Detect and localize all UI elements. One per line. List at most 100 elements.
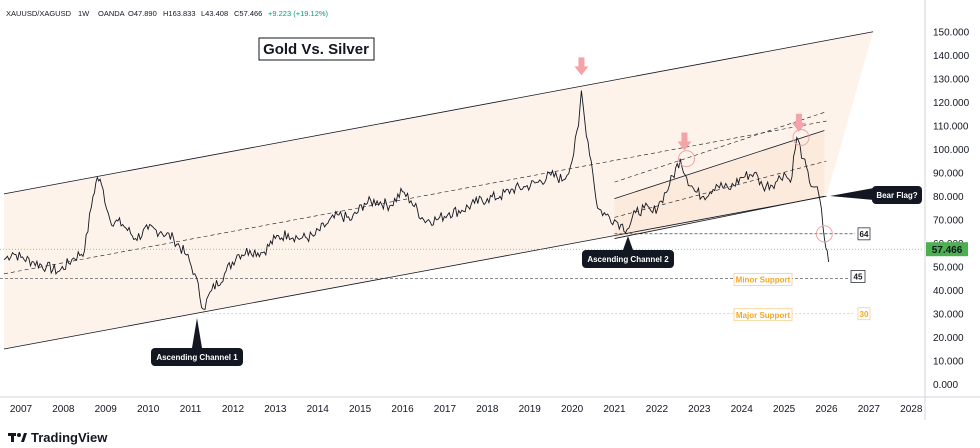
y-tick-label: 120.000 (933, 98, 970, 109)
level-30-label: 30 (857, 307, 871, 321)
minor-support-label-box (733, 273, 793, 286)
channel-1-fill (4, 31, 874, 349)
highlight-circle (678, 150, 696, 168)
x-tick-label: 2011 (180, 404, 202, 415)
highlight-circle (815, 225, 833, 243)
y-tick-label: 110.000 (933, 121, 969, 132)
level-64-label: 64 (857, 227, 871, 241)
channel-2-lower-line (614, 195, 825, 239)
y-tick-label: 0.000 (933, 380, 958, 391)
price-series (3, 90, 830, 310)
source-label: OANDA (98, 9, 125, 18)
channel-2-upper-line (614, 130, 825, 199)
ascending-channel-1-callout: Ascending Channel 1 (151, 318, 243, 366)
down-arrow-icon (574, 57, 589, 76)
y-tick-label: 50.000 (933, 262, 964, 273)
last-price-badge: 57.466 (926, 242, 968, 257)
brand-name: TradingView (31, 430, 108, 445)
level-45-label-box (850, 270, 866, 283)
x-tick-label: 2017 (434, 404, 457, 415)
down-arrow-icon (791, 113, 806, 132)
level-45-label: 45 (850, 270, 866, 283)
bear-flag-text: Bear Flag? (876, 191, 917, 200)
level-45-label-text: 45 (854, 273, 863, 282)
x-tick-label: 2012 (222, 404, 245, 415)
ascending-channel-2-callout-box (582, 250, 674, 268)
y-tick-label: 80.000 (933, 192, 964, 203)
x-tick-label: 2023 (688, 404, 711, 415)
ascending-channel-1-callout-pointer (192, 318, 202, 348)
x-tick-label: 2013 (264, 404, 287, 415)
channel-1-lower-line (3, 195, 827, 350)
major-support-label-text: Major Support (736, 311, 791, 320)
major-support-label-box (733, 308, 793, 322)
x-tick-label: 2027 (858, 404, 881, 415)
x-tick-label: 2019 (519, 404, 542, 415)
chart-title: Gold Vs. Silver (263, 41, 369, 58)
ascending-channel-2-callout-pointer (623, 236, 633, 250)
level-30-label-box (857, 307, 871, 321)
ascending-channel-2-callout: Ascending Channel 2 (582, 236, 674, 268)
channel-2-fill (614, 130, 825, 239)
bear-flag-pointer (830, 188, 874, 200)
last-price-text: 57.466 (932, 245, 963, 256)
y-tick-label: 20.000 (933, 333, 964, 344)
low-value: L43.408 (201, 9, 228, 18)
ascending-channel-1-callout-box (151, 348, 243, 366)
bear-flag-callout: Bear Flag? (830, 186, 922, 204)
x-tick-label: 2008 (52, 404, 75, 415)
minor-support-label: Minor Support (733, 273, 793, 286)
y-tick-label: 100.000 (933, 145, 970, 156)
channel-2-mid-upper-line (614, 111, 827, 183)
y-axis: 0.00010.00020.00030.00040.00050.00060.00… (924, 0, 970, 420)
x-tick-label: 2022 (646, 404, 669, 415)
ascending-channel-2-callout-text: Ascending Channel 2 (587, 255, 669, 264)
major-support-label: Major Support (733, 308, 793, 322)
last-price-badge-box (926, 242, 968, 257)
y-tick-label: 30.000 (933, 309, 964, 320)
bear-flag-box (872, 186, 922, 204)
x-tick-label: 2016 (391, 404, 414, 415)
y-tick-label: 40.000 (933, 286, 964, 297)
symbol-label[interactable]: XAUUSD/XAGUSD (6, 9, 72, 18)
y-tick-label: 150.000 (933, 27, 970, 38)
change-value: +9.223 (+19.12%) (268, 9, 329, 18)
title-box (258, 37, 375, 61)
y-tick-label: 10.000 (933, 356, 964, 367)
minor-support-label-text: Minor Support (736, 276, 791, 285)
grid (0, 233, 924, 315)
high-value: H163.833 (163, 9, 196, 18)
level-30-label-text: 30 (860, 310, 869, 319)
y-tick-label: 130.000 (933, 74, 970, 85)
channel-1-upper-line (3, 31, 874, 195)
tradingview-logo-icon (8, 433, 27, 442)
level-64-label-box (857, 227, 871, 241)
x-tick-label: 2009 (95, 404, 118, 415)
x-tick-label: 2028 (900, 404, 923, 415)
x-tick-label: 2015 (349, 404, 372, 415)
highlight-circle (792, 129, 810, 146)
y-tick-label: 140.000 (933, 51, 970, 62)
chart-annotations: Ascending Channel 1 Ascending Channel 2 Be… (151, 57, 922, 366)
x-axis: 2007 2008 2009 2010 2011 2012 2013 2014 2015 2016… (0, 396, 980, 415)
x-tick-label: 2018 (476, 404, 499, 415)
y-tick-label: 70.000 (933, 215, 964, 226)
x-tick-label: 2024 (731, 404, 754, 415)
x-tick-label: 2014 (307, 404, 330, 415)
price-line (3, 90, 830, 310)
down-arrow-icon (677, 132, 692, 151)
channels (3, 31, 874, 350)
x-tick-label: 2010 (137, 404, 160, 415)
close-value: C57.466 (234, 9, 262, 18)
x-tick-label: 2025 (773, 404, 796, 415)
y-tick-label: 90.000 (933, 168, 964, 179)
x-tick-label: 2007 (10, 404, 33, 415)
ascending-channel-1-callout-text: Ascending Channel 1 (156, 353, 238, 362)
level-64-label-text: 64 (860, 230, 869, 239)
interval-label[interactable]: 1W (78, 9, 90, 18)
x-tick-label: 2020 (561, 404, 584, 415)
open-value: O47.890 (128, 9, 157, 18)
x-tick-label: 2021 (603, 404, 626, 415)
x-tick-label: 2026 (815, 404, 838, 415)
